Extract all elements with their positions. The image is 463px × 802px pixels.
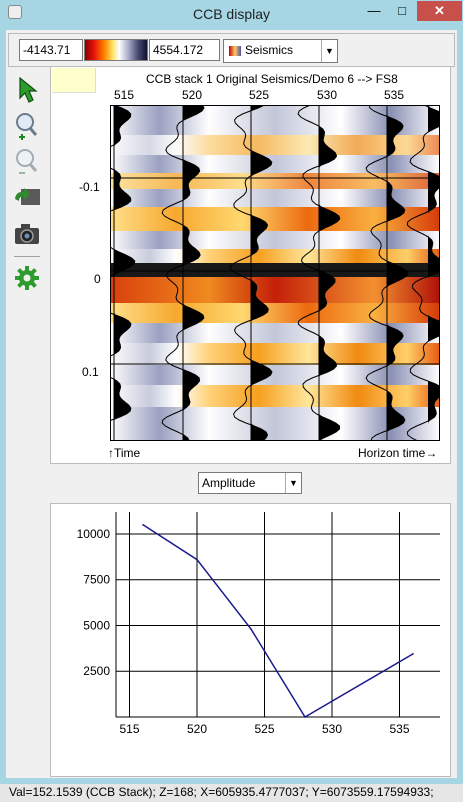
left-toolbar <box>8 69 46 774</box>
camera-icon[interactable] <box>12 219 42 249</box>
client-area: -4143.71 4554.172 Seismics ▼ <box>6 30 457 799</box>
top-tick-label: 525 <box>249 88 270 102</box>
colortable-selected-label: Seismics <box>245 43 294 57</box>
max-value-field[interactable]: 4554.172 <box>149 39 220 61</box>
amplitude-data-point <box>142 524 144 526</box>
colortable-select[interactable]: Seismics ▼ <box>223 39 338 63</box>
main-area: CCB stack 1 Original Seismics/Demo 6 -->… <box>50 66 452 777</box>
chevron-down-icon[interactable]: ▼ <box>285 473 301 493</box>
title-bar: CCB display — □ ✕ <box>0 0 463 30</box>
seismic-title: CCB stack 1 Original Seismics/Demo 6 -->… <box>146 72 398 86</box>
attribute-selected-label: Amplitude <box>202 476 256 490</box>
zoom-in-icon[interactable] <box>12 111 42 141</box>
top-tick-label: 530 <box>317 88 338 102</box>
pointer-arrow-icon[interactable] <box>12 75 42 105</box>
time-axis-label: ↑Time <box>108 446 141 460</box>
top-tick-label: 515 <box>114 88 135 102</box>
wiggle-fill <box>251 105 272 441</box>
horizon-time-axis-label: Horizon time→ <box>358 446 438 460</box>
top-tick-label: 535 <box>384 88 405 102</box>
colorbar-toolbar: -4143.71 4554.172 Seismics ▼ <box>8 33 455 67</box>
left-tick-label: -0.1 <box>79 180 100 194</box>
window-title: CCB display <box>192 6 271 22</box>
note-box <box>52 68 96 93</box>
zoom-out-icon[interactable] <box>12 147 42 177</box>
app-icon <box>8 5 22 19</box>
min-value-field[interactable]: -4143.71 <box>19 39 83 61</box>
left-tick-label: 0.1 <box>82 365 99 379</box>
seismic-display-panel: CCB stack 1 Original Seismics/Demo 6 -->… <box>50 66 451 464</box>
amplitude-data-point <box>304 716 306 718</box>
wiggle-fill <box>428 105 440 441</box>
y-tick-label: 5000 <box>83 618 110 632</box>
maximize-button[interactable]: □ <box>398 3 406 18</box>
wiggle-fill <box>114 105 135 441</box>
chevron-down-icon[interactable]: ▼ <box>321 40 337 62</box>
y-tick-label: 10000 <box>77 527 111 541</box>
x-tick-label: 520 <box>187 722 207 736</box>
status-bar: Val=152.1539 (CCB Stack); Z=168; X=60593… <box>9 785 434 799</box>
wiggle-fill <box>387 105 408 441</box>
amplitude-line-chart[interactable]: 515 520 525 530 535 2500 5000 7500 10000 <box>51 504 452 778</box>
wiggle-fill <box>319 105 340 441</box>
x-tick-label: 525 <box>254 722 274 736</box>
amplitude-data-point <box>250 628 252 630</box>
amplitude-data-point <box>412 653 414 655</box>
settings-gear-icon[interactable] <box>12 263 42 293</box>
attribute-select[interactable]: Amplitude ▼ <box>198 472 302 494</box>
amplitude-series-line <box>142 524 414 719</box>
minimize-button[interactable]: — <box>367 3 381 18</box>
wiggle-trace <box>110 105 136 422</box>
close-button[interactable]: ✕ <box>417 1 462 21</box>
x-tick-label: 530 <box>322 722 342 736</box>
amplitude-chart-panel: 515 520 525 530 535 2500 5000 7500 10000 <box>50 503 451 777</box>
left-tick-label: 0 <box>94 272 101 286</box>
colortable-swatch <box>229 46 241 56</box>
x-tick-label: 515 <box>119 722 139 736</box>
seismic-wiggle-plot[interactable] <box>110 105 440 441</box>
wiggle-fill <box>183 105 204 441</box>
y-tick-label: 7500 <box>83 573 110 587</box>
toolbar-separator <box>14 256 40 257</box>
colorbar-gradient[interactable] <box>84 39 148 61</box>
amplitude-data-point <box>196 558 198 561</box>
top-tick-label: 520 <box>182 88 203 102</box>
x-tick-label: 535 <box>389 722 409 736</box>
flip-back-icon[interactable] <box>12 183 42 213</box>
y-tick-label: 2500 <box>83 664 110 678</box>
